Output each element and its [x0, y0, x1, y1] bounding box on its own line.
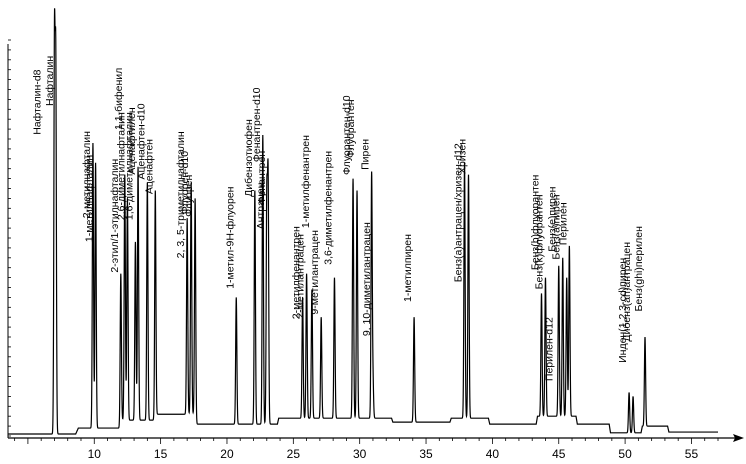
- peak-label: 2-метилфенантрен: [291, 226, 303, 319]
- peak-label: Аценафтен-d10: [135, 103, 147, 179]
- peak-label: Антрацен: [255, 182, 267, 229]
- peak-label: Хризен: [457, 139, 469, 174]
- peak-label: 1-метилнафталин: [84, 155, 96, 242]
- peak-label: Фенантрен: [256, 151, 268, 205]
- peak-label: Флуорантен-d10: [341, 95, 353, 175]
- peak-label: Фенантрен-d10: [251, 87, 263, 162]
- peak-label: Аценафтилен: [126, 107, 138, 174]
- peak-label: 2-этил/1-этилнафталин: [109, 159, 121, 273]
- peak-label: 1,6-диметилнафталин: [123, 112, 135, 220]
- peak-label: Перилен-d12: [544, 317, 556, 381]
- x-tick-label: 20: [220, 447, 234, 461]
- x-tick-label: 55: [685, 447, 699, 461]
- peak-label: Перилен: [557, 202, 569, 245]
- peak-label: 9, 10-диметилантрацен: [361, 222, 373, 336]
- peak-label: Флуорен-d10: [179, 151, 191, 214]
- x-tick-label: 15: [154, 447, 168, 461]
- peak-label: Дибенз(ah)антрацен: [621, 242, 633, 342]
- peak-label: Флуорантен: [345, 99, 357, 158]
- x-tick-label: 10: [88, 447, 102, 461]
- peak-label: 9-метилантрацен: [309, 230, 321, 315]
- peak-label: 3,6-диметилфенантрен: [322, 151, 334, 265]
- peak-label: 2-метилантрацен: [295, 234, 307, 319]
- x-tick-label: 30: [353, 447, 367, 461]
- x-tick-label: 50: [618, 447, 632, 461]
- peak-labels: Нафталин-d8 Нафталин2-метилнафталин1-мети…: [31, 56, 645, 381]
- x-tick-label: 25: [287, 447, 301, 461]
- peak-label: Нафталин: [44, 56, 56, 106]
- peak-label: Бенз(k)флуорантен: [533, 194, 545, 289]
- peak-label: Инден(1,2,3-cd)пирен: [617, 258, 629, 363]
- peak-label: 2,6-диметилнафталин: [115, 112, 127, 220]
- y-axis: [7, 39, 11, 438]
- peak-label: Бенз(b)флуорантен: [529, 174, 541, 270]
- peak-label: 1,1-бифенил: [113, 68, 125, 130]
- peak-label: Нафталин-d8: [31, 69, 43, 134]
- peak-label: Бенз(а)пирен: [551, 194, 563, 259]
- peak-label: 2, 3, 5-триметилнафталин: [175, 131, 187, 258]
- x-axis-arrow: [733, 434, 744, 442]
- peak-label: 2-метилнафталин: [81, 131, 93, 218]
- peak-label: Бенз(е)пирен: [547, 186, 559, 251]
- peak-label: Дибензотиофен: [243, 119, 255, 197]
- peak-label: 1-метил-9Н-флуорен: [224, 186, 236, 288]
- peak-label: Пирен: [360, 139, 372, 170]
- peak-label: Флуорен: [183, 174, 195, 216]
- peak-label: 1-метилпирен: [402, 234, 414, 302]
- x-tick-label: 40: [486, 447, 500, 461]
- peak-label: Бенз(ghi)перилен: [633, 226, 645, 312]
- peak-label: Аценафтен: [143, 139, 155, 194]
- chromatogram-trace: [8, 8, 718, 435]
- x-tick-label: 35: [419, 447, 433, 461]
- peak-label: Бенз(а)антрацен/хризен-d12: [453, 143, 465, 282]
- peak-label: 1-метилфенантрен: [300, 135, 312, 228]
- x-axis: 10 15 20 25 30 35 40 45 50 55: [8, 434, 744, 461]
- x-tick-label: 45: [552, 447, 566, 461]
